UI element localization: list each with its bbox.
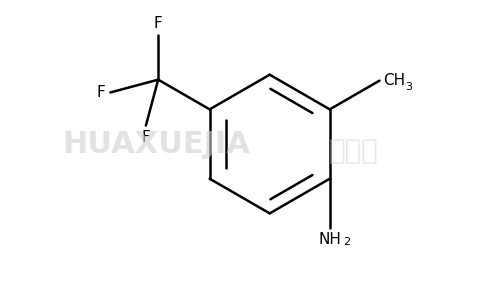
Text: F: F [154, 16, 162, 31]
Text: HUAXUEJIA: HUAXUEJIA [62, 130, 250, 159]
Text: 化学加: 化学加 [329, 137, 379, 165]
Text: 3: 3 [405, 82, 412, 91]
Text: F: F [97, 85, 105, 100]
Text: NH: NH [319, 232, 341, 247]
Text: 2: 2 [342, 237, 350, 247]
Text: CH: CH [384, 73, 406, 88]
Text: F: F [141, 130, 150, 144]
